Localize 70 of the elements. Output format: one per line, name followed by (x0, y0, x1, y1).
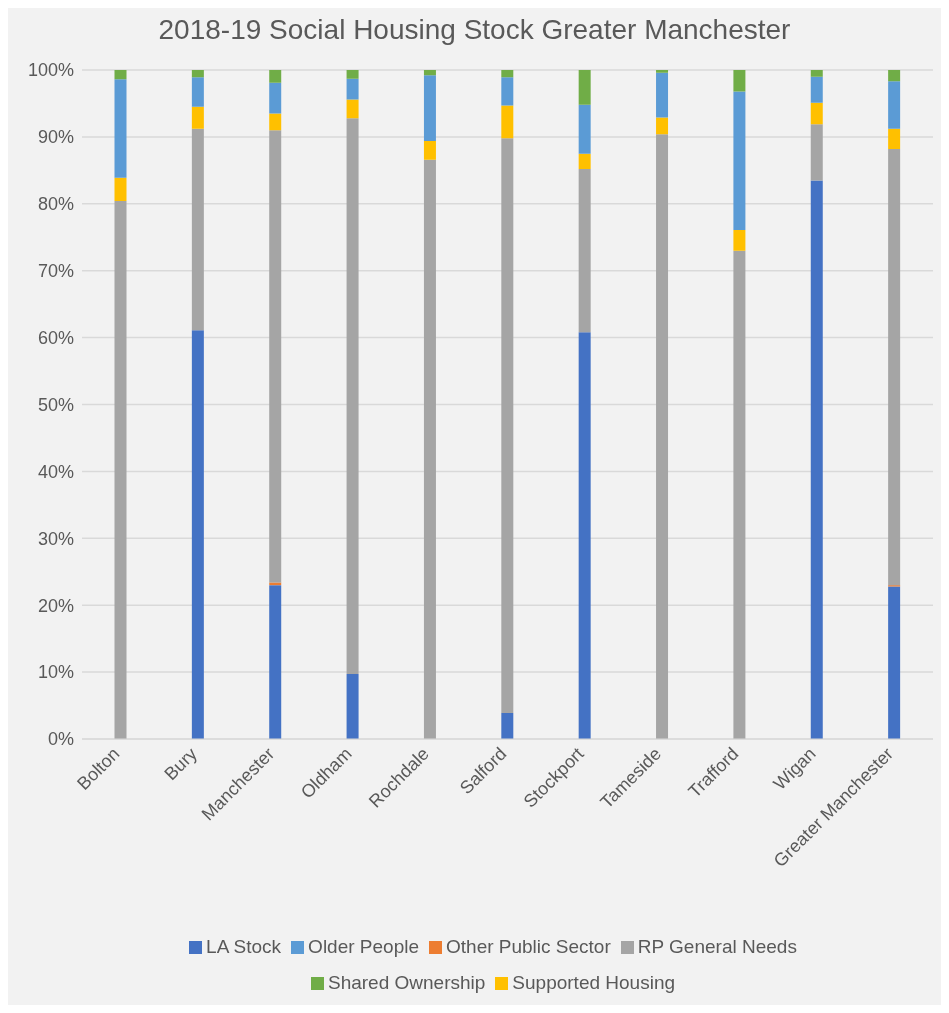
bar (191, 330, 204, 739)
bar (423, 75, 436, 141)
bar (346, 99, 359, 119)
bar (423, 70, 436, 76)
y-tick-label: 90% (37, 127, 74, 148)
legend-label: Older People (308, 936, 420, 957)
bar (501, 70, 514, 78)
bar (733, 70, 746, 92)
legend-label: Other Public Sector (446, 936, 611, 957)
bar (888, 81, 901, 129)
bar (501, 138, 514, 713)
bar (733, 229, 746, 251)
bar (191, 77, 204, 107)
bar (269, 585, 282, 739)
bar (114, 201, 127, 739)
bar (810, 70, 823, 77)
bar (733, 250, 746, 739)
bar (114, 79, 127, 178)
bar (501, 77, 514, 106)
bar (191, 106, 204, 129)
y-tick-label: 20% (37, 595, 74, 616)
bar (810, 76, 823, 103)
bar (888, 148, 901, 586)
bar (888, 70, 901, 82)
bar (888, 586, 901, 739)
bar (346, 78, 359, 100)
bar (269, 582, 282, 586)
bar (656, 70, 669, 73)
bar (656, 117, 669, 135)
bar (578, 332, 591, 739)
y-tick-label: 40% (37, 461, 74, 482)
bar (810, 124, 823, 181)
bar (733, 91, 746, 230)
y-tick-label: 10% (37, 662, 74, 683)
legend-label: Shared Ownership (327, 972, 486, 993)
bar (191, 128, 204, 331)
bar (423, 159, 436, 739)
bar (114, 70, 127, 80)
bar (346, 118, 359, 675)
bar (191, 70, 204, 78)
bar (346, 674, 359, 739)
bar (269, 113, 282, 131)
legend-label: LA Stock (206, 936, 282, 957)
y-tick-label: 60% (37, 327, 74, 348)
y-tick-label: 30% (37, 528, 74, 549)
bar (888, 128, 901, 149)
bar (578, 169, 591, 333)
bar (501, 105, 514, 139)
bar (810, 102, 823, 125)
bar (578, 104, 591, 154)
y-tick-label: 100% (27, 60, 74, 81)
bar (346, 70, 359, 79)
y-tick-label: 70% (37, 261, 74, 282)
bar (269, 82, 282, 114)
y-tick-label: 0% (47, 729, 74, 750)
bar (810, 180, 823, 739)
bar (501, 712, 514, 739)
legend-label: Supported Housing (512, 972, 676, 993)
bar (578, 153, 591, 170)
bar (656, 72, 669, 118)
bar (578, 70, 591, 105)
bar (656, 134, 669, 739)
bar (269, 130, 282, 583)
y-tick-label: 50% (37, 394, 74, 415)
bar (269, 70, 282, 83)
legend-label: RP General Needs (637, 936, 797, 957)
bar (114, 177, 127, 202)
bar (423, 140, 436, 160)
chart-title: 2018-19 Social Housing Stock Greater Manchester (157, 13, 792, 47)
y-tick-label: 80% (37, 194, 74, 215)
